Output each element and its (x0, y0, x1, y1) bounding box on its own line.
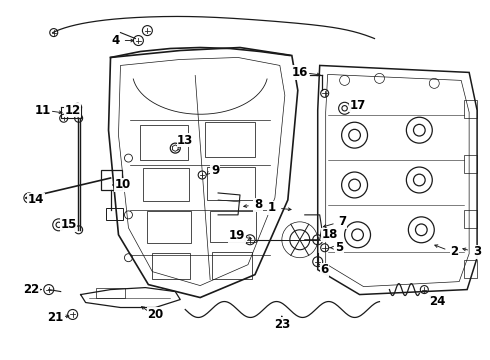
Text: 9: 9 (211, 163, 219, 176)
Text: 2: 2 (450, 245, 458, 258)
Text: 19: 19 (229, 229, 245, 242)
Bar (205, 122, 255, 157)
Bar (210, 211, 256, 242)
Text: 22: 22 (23, 283, 39, 296)
Text: 12: 12 (65, 104, 81, 117)
Text: 6: 6 (320, 263, 329, 276)
Text: 24: 24 (429, 295, 445, 308)
Text: 17: 17 (349, 99, 366, 112)
Text: 7: 7 (339, 215, 347, 228)
Bar (464, 260, 477, 278)
Bar (212, 252, 252, 279)
Bar (105, 208, 123, 220)
Text: 15: 15 (60, 218, 77, 231)
Text: 18: 18 (321, 228, 338, 241)
Text: 1: 1 (268, 201, 276, 215)
Bar (464, 155, 477, 173)
Bar (147, 211, 191, 243)
Bar (464, 100, 477, 118)
Bar (144, 168, 189, 201)
Text: 3: 3 (473, 245, 481, 258)
Bar (96, 288, 125, 298)
Bar (100, 170, 122, 190)
Text: 8: 8 (254, 198, 262, 211)
Text: 14: 14 (27, 193, 44, 206)
Bar (141, 125, 188, 160)
Text: 5: 5 (336, 241, 344, 254)
Text: 13: 13 (177, 134, 194, 147)
Text: 20: 20 (147, 308, 164, 321)
Text: 11: 11 (35, 104, 51, 117)
Text: 16: 16 (292, 66, 308, 79)
Text: 10: 10 (114, 179, 131, 192)
Bar (152, 253, 190, 279)
Text: 21: 21 (48, 311, 64, 324)
Bar (464, 210, 477, 228)
Bar (207, 167, 255, 200)
Text: 4: 4 (111, 34, 120, 47)
Text: 23: 23 (274, 318, 290, 331)
